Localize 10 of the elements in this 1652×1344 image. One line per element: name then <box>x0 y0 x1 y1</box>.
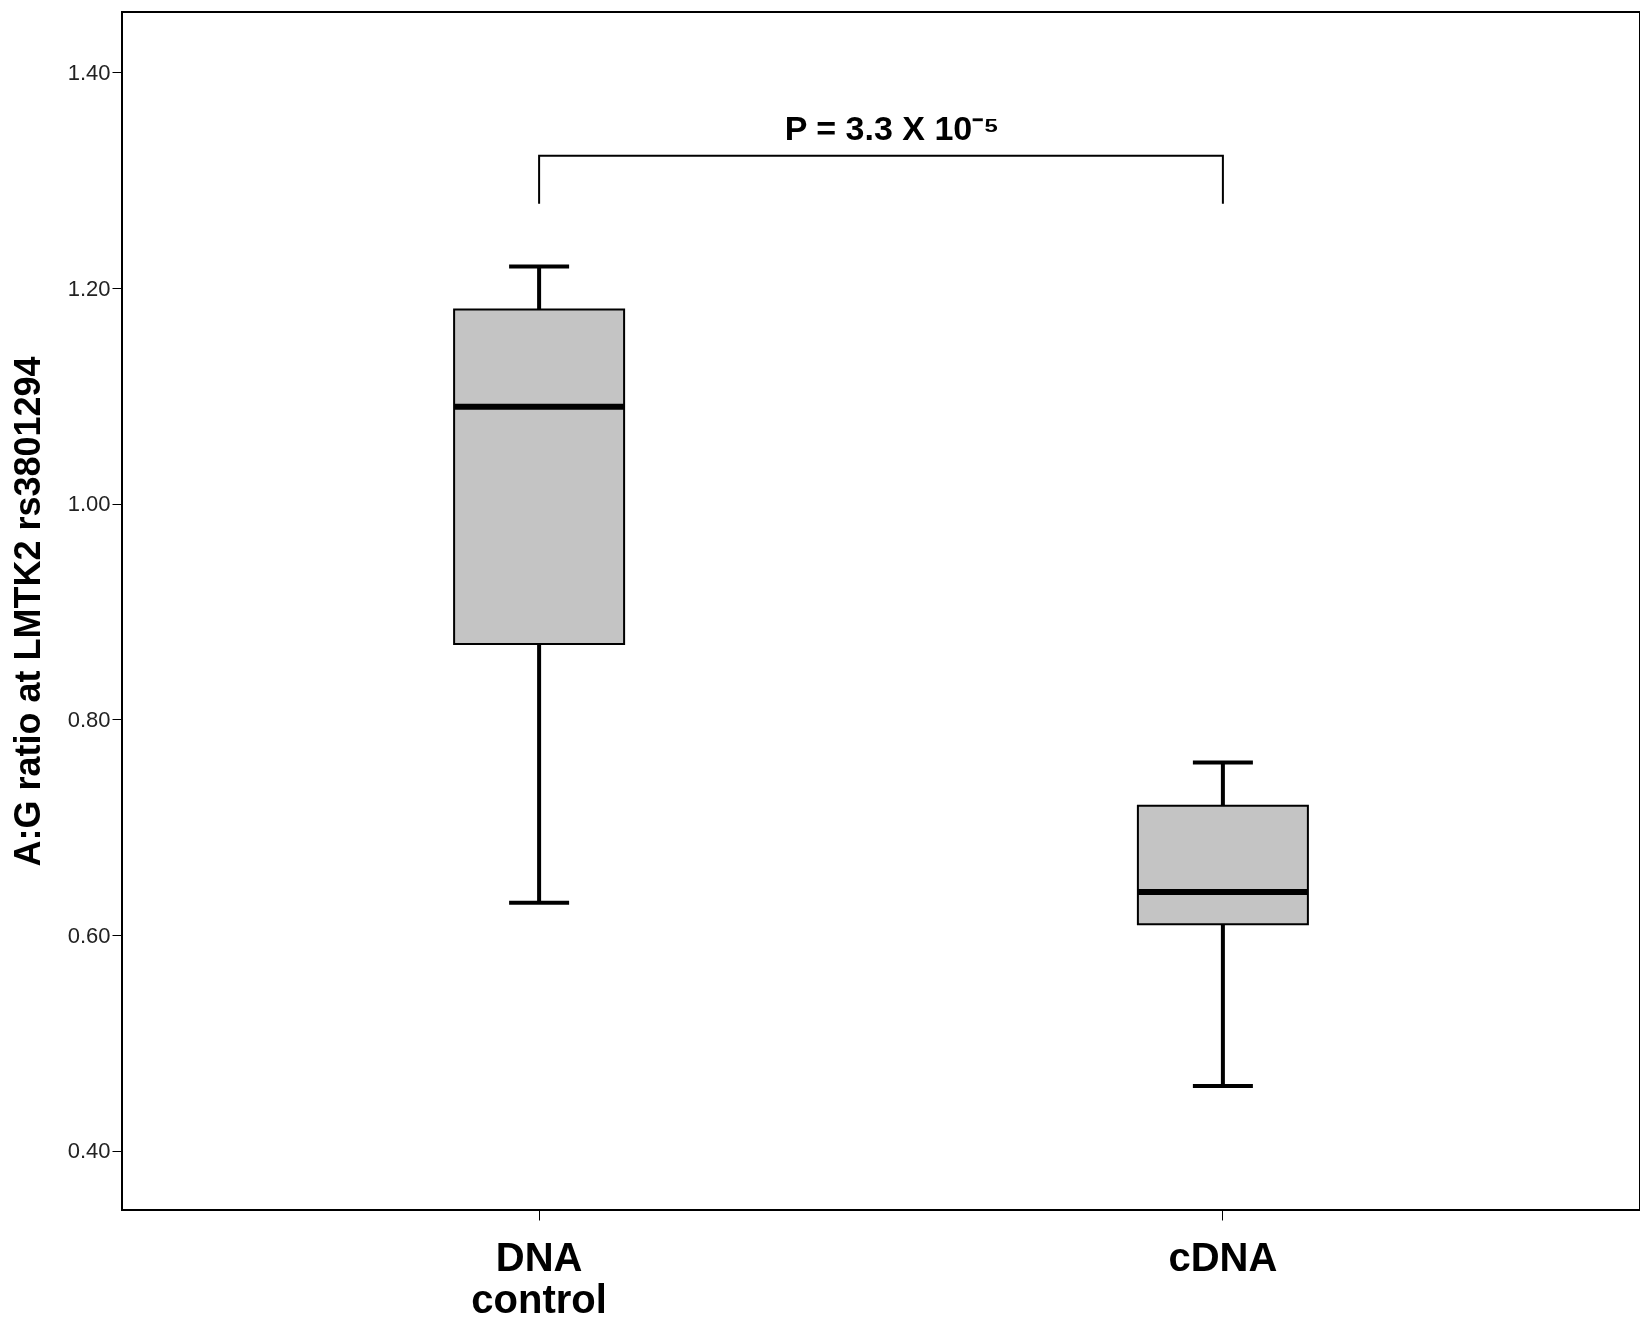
y-tick-label: 0.60 <box>67 922 111 948</box>
annotation: P = 3.3 X 10⁻⁵ <box>784 108 1000 147</box>
y-tick-label: 1.20 <box>67 275 111 301</box>
x-tick-label: cDNA <box>1168 1234 1278 1279</box>
y-tick-label: 0.80 <box>67 706 111 732</box>
y-tick-label: 1.00 <box>67 491 111 517</box>
y-tick-label: 0.40 <box>67 1138 111 1164</box>
x-tick-label: DNA control <box>471 1234 607 1321</box>
y-tick-label: 1.40 <box>67 59 111 85</box>
y-axis-title: A:G ratio at LMTK2 rs3801294 <box>6 356 48 867</box>
